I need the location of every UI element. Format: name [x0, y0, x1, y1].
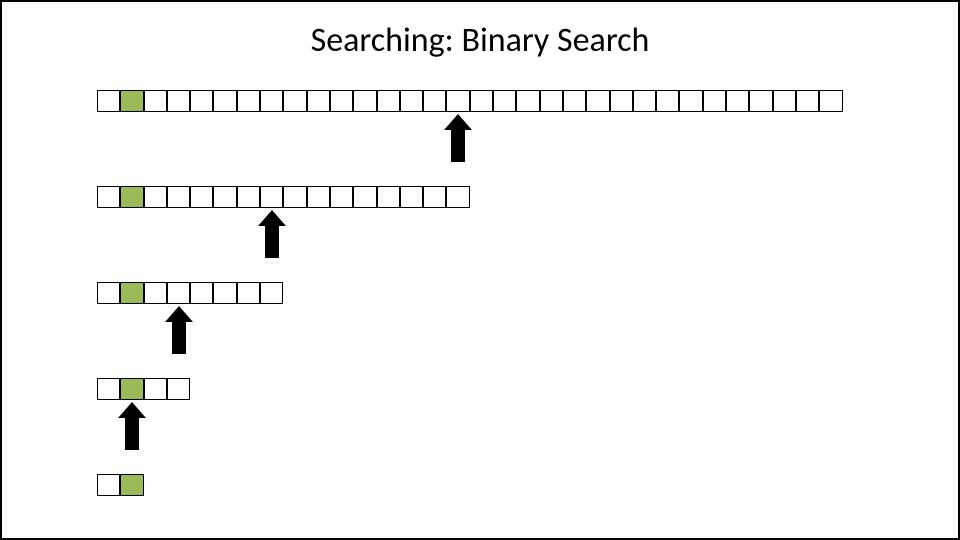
array-cell	[283, 186, 306, 208]
array-cell	[633, 90, 656, 112]
array-cell	[144, 378, 167, 400]
arrow-shaft	[451, 130, 465, 162]
array-cell	[283, 90, 306, 112]
array-cell	[260, 186, 283, 208]
array-cell	[423, 90, 446, 112]
array-cell	[97, 186, 120, 208]
array-cell	[470, 90, 493, 112]
array-cell	[237, 186, 260, 208]
array-cell	[260, 90, 283, 112]
arrow-shaft	[172, 322, 186, 354]
array-cell	[540, 90, 563, 112]
array-cell	[307, 186, 330, 208]
slide-frame: Searching: Binary Search	[0, 0, 960, 540]
array-cell	[400, 186, 423, 208]
array-cell	[749, 90, 772, 112]
array-row	[97, 378, 190, 400]
array-cell	[213, 186, 236, 208]
midpoint-arrow-icon	[165, 306, 193, 354]
array-cell	[563, 90, 586, 112]
arrow-shaft	[125, 418, 139, 450]
array-cell-highlight	[120, 474, 143, 496]
arrow-head	[165, 306, 193, 322]
array-cell	[819, 90, 842, 112]
arrow-head	[258, 210, 286, 226]
array-cell	[446, 186, 469, 208]
array-cell	[330, 186, 353, 208]
array-cell	[237, 282, 260, 304]
array-cell-highlight	[120, 282, 143, 304]
arrow-head	[444, 114, 472, 130]
array-cell	[307, 90, 330, 112]
array-cell	[167, 282, 190, 304]
array-cell	[97, 282, 120, 304]
array-cell	[190, 186, 213, 208]
array-cell	[493, 90, 516, 112]
array-cell	[213, 282, 236, 304]
array-cell	[516, 90, 539, 112]
array-cell	[237, 90, 260, 112]
array-cell	[190, 90, 213, 112]
array-cell	[423, 186, 446, 208]
array-cell	[144, 186, 167, 208]
array-cell	[97, 378, 120, 400]
array-cell	[703, 90, 726, 112]
array-cell	[377, 186, 400, 208]
midpoint-arrow-icon	[258, 210, 286, 258]
array-row	[97, 186, 470, 208]
array-cell	[446, 90, 469, 112]
array-cell	[167, 186, 190, 208]
array-cell	[97, 90, 120, 112]
array-cell	[726, 90, 749, 112]
array-row	[97, 474, 144, 496]
array-cell	[773, 90, 796, 112]
array-cell	[330, 90, 353, 112]
array-cell	[586, 90, 609, 112]
array-row	[97, 282, 283, 304]
array-cell	[167, 378, 190, 400]
array-cell	[377, 90, 400, 112]
array-cell-highlight	[120, 186, 143, 208]
array-row	[97, 90, 843, 112]
midpoint-arrow-icon	[444, 114, 472, 162]
array-cell	[353, 186, 376, 208]
array-cell	[656, 90, 679, 112]
slide-title: Searching: Binary Search	[2, 20, 958, 61]
arrow-shaft	[265, 226, 279, 258]
array-cell	[796, 90, 819, 112]
array-cell	[97, 474, 120, 496]
array-cell	[144, 282, 167, 304]
array-cell	[353, 90, 376, 112]
array-cell	[610, 90, 633, 112]
array-cell-highlight	[120, 378, 143, 400]
array-cell	[190, 282, 213, 304]
array-cell	[167, 90, 190, 112]
array-cell	[260, 282, 283, 304]
arrow-head	[118, 402, 146, 418]
array-cell	[144, 90, 167, 112]
midpoint-arrow-icon	[118, 402, 146, 450]
array-cell	[213, 90, 236, 112]
array-cell-highlight	[120, 90, 143, 112]
array-cell	[679, 90, 702, 112]
array-cell	[400, 90, 423, 112]
